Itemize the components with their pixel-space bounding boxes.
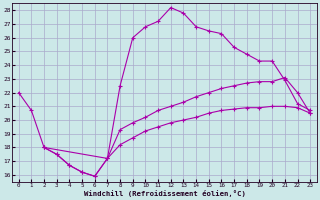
- X-axis label: Windchill (Refroidissement éolien,°C): Windchill (Refroidissement éolien,°C): [84, 190, 245, 197]
